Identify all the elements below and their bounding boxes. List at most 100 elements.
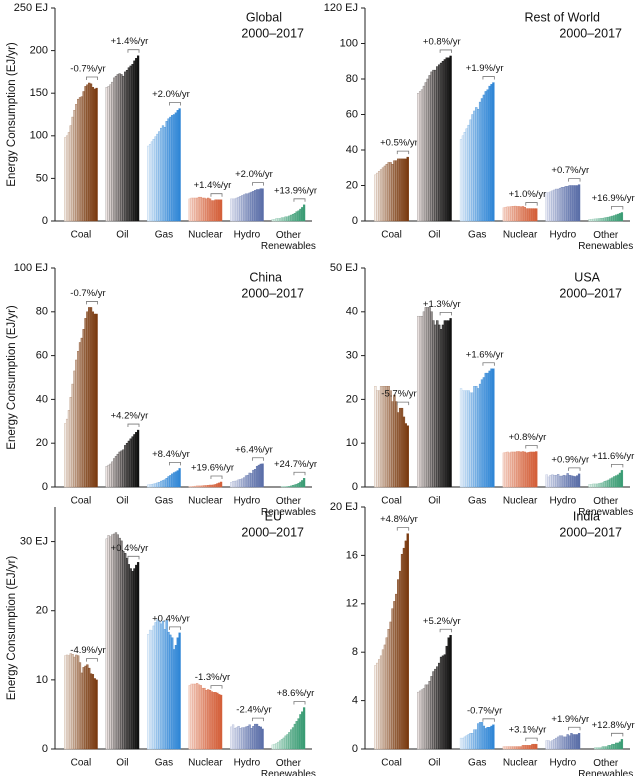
bar [547,476,550,488]
bar [194,683,197,750]
bar [558,475,562,488]
chart-subtitle: 2000–2017 [241,26,304,40]
bar [290,729,293,750]
label-line: Renewables [261,769,316,776]
bar [136,429,140,488]
bar [122,449,125,488]
bar [169,634,172,750]
bar [577,733,581,750]
bar [514,205,517,222]
bar [291,485,295,488]
bar [107,535,110,750]
bracket [396,527,410,531]
bar [84,86,87,222]
growth-annotation: +3.1%/yr [509,725,547,736]
y-tick-label: 4 [352,695,358,707]
bar [176,470,179,488]
x-tick-label: Oil [116,230,128,241]
bar [461,390,465,488]
bar [438,324,441,488]
bar [484,372,487,488]
bar [391,608,394,750]
bar [551,190,554,222]
bar [566,186,569,222]
y-tick-label: 80 [36,306,48,318]
bar [398,407,402,488]
bar [65,418,69,488]
bar [588,484,591,488]
bar [207,197,210,222]
bar [434,69,437,222]
bar [297,483,300,488]
bar [208,198,212,222]
label-line: Other [593,758,619,769]
bar [603,481,606,488]
bar [286,216,289,222]
bar [122,551,125,750]
bracket [396,150,410,155]
bar [246,725,249,750]
bar [426,684,429,750]
bar [116,453,119,488]
bracket [525,202,538,206]
bar [89,307,93,488]
bar [601,746,605,750]
bar [445,645,448,750]
bar [257,189,261,222]
bar [374,174,377,222]
bar [447,637,450,750]
bar [280,217,284,222]
bar [482,94,486,222]
bar [400,553,404,750]
bar [125,69,129,222]
bar [150,484,154,488]
bracket [482,718,495,722]
bar [480,98,484,222]
bar [609,216,612,222]
bar [88,307,91,488]
bracket [482,362,495,366]
bar [545,474,548,488]
bar [135,564,138,750]
bar [299,714,302,750]
bar [555,188,558,222]
y-tick-label: 80 [346,73,358,85]
bar [480,379,484,488]
bracket [525,737,538,742]
y-tick-label: 40 [346,144,358,156]
growth-annotation: +4.8%/yr [380,514,418,525]
bar [379,655,383,750]
bar [233,198,237,222]
bar [547,192,550,222]
bracket [611,206,624,210]
bar [112,77,116,222]
growth-annotation: +2.0%/yr [152,89,190,100]
bar [502,746,506,750]
bar [426,78,429,222]
bar [449,635,452,750]
bar [156,482,159,488]
bar [241,478,244,488]
bar [163,479,166,488]
bar [171,115,174,222]
bar [469,392,472,488]
y-tick-label: 0 [352,743,358,755]
bar [233,728,237,750]
bar [84,318,87,488]
bar [165,478,168,488]
bar [574,734,577,750]
bar [553,474,556,488]
bar [406,425,409,488]
y-tick-label: 30 [346,350,358,362]
bar [114,456,118,488]
bar [424,82,427,222]
bar [519,206,523,222]
bar [214,199,217,222]
y-tick-label: 200 [30,45,48,57]
bar [459,737,463,750]
bar [597,483,601,488]
bar [508,206,511,222]
x-tick-label: Other Renewables [261,758,316,776]
x-tick-label: Gas [468,758,486,769]
bar [603,746,606,750]
